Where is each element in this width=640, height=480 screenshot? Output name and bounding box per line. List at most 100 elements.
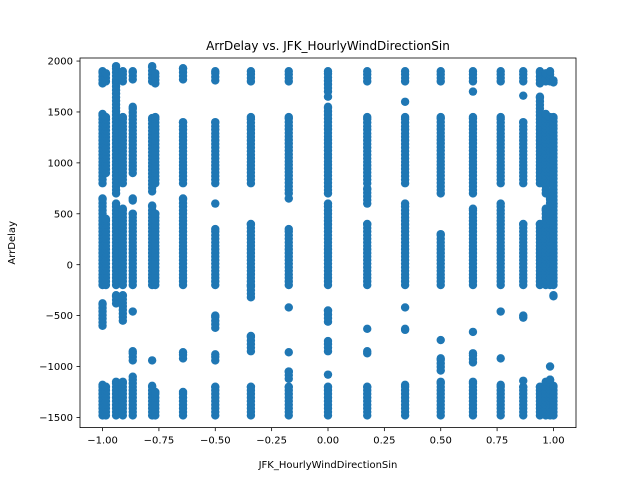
data-point	[519, 91, 528, 100]
data-point	[323, 102, 333, 112]
data-point	[549, 112, 558, 122]
data-point	[468, 87, 478, 96]
y-tick-label: −1500	[39, 413, 73, 424]
data-point	[211, 117, 220, 127]
x-tick-label: −0.75	[144, 436, 175, 447]
data-point	[178, 194, 188, 203]
data-point	[496, 67, 505, 76]
data-point	[468, 327, 478, 337]
data-point	[151, 209, 160, 218]
data-point	[284, 224, 293, 234]
x-tick-label: 0.75	[486, 436, 508, 447]
data-point	[519, 219, 528, 229]
data-point	[128, 347, 137, 356]
data-point	[363, 324, 372, 334]
data-point	[246, 219, 256, 229]
data-point	[211, 67, 220, 76]
data-point	[535, 92, 545, 101]
data-point	[436, 377, 445, 386]
data-point	[128, 307, 137, 316]
data-point	[549, 76, 558, 85]
data-point	[211, 382, 220, 392]
data-point	[128, 209, 137, 218]
y-tick-label: −1000	[39, 362, 73, 373]
x-axis-label: JFK_HourlyWindDirectionSin	[258, 460, 398, 471]
y-axis: −1500 −1000 −500 0 500 1000 1500 2000	[39, 57, 80, 424]
data-point	[284, 303, 293, 312]
data-point	[111, 61, 121, 71]
x-tick-label: 0.00	[317, 436, 339, 447]
data-point	[323, 306, 333, 315]
data-points	[98, 61, 558, 420]
data-point	[246, 112, 256, 122]
data-point	[151, 387, 160, 397]
data-point	[111, 199, 121, 208]
data-point	[101, 69, 111, 78]
data-point	[519, 376, 528, 385]
data-point	[436, 112, 445, 122]
data-point	[400, 324, 410, 334]
data-point	[128, 194, 137, 203]
data-point	[496, 112, 505, 122]
data-point	[545, 362, 555, 371]
x-axis: −1.00 −0.75 −0.50 −0.25 0.00 0.25 0.50 0.75 1.00	[87, 427, 565, 447]
data-point	[178, 63, 188, 73]
x-tick-label: −0.25	[256, 436, 287, 447]
data-point	[363, 347, 372, 356]
data-point	[400, 303, 410, 312]
data-point	[468, 112, 478, 122]
data-point	[549, 291, 558, 300]
data-point	[363, 67, 372, 76]
data-point	[400, 380, 410, 390]
y-tick-label: 2000	[48, 57, 73, 68]
data-point	[98, 194, 107, 203]
data-point	[128, 67, 137, 76]
data-point	[400, 67, 410, 76]
y-axis-label: ArrDelay	[7, 221, 18, 265]
data-point	[468, 67, 478, 76]
data-point	[128, 372, 137, 381]
data-point	[323, 336, 333, 346]
data-point	[151, 112, 160, 122]
data-point	[436, 354, 445, 363]
data-point	[519, 382, 528, 392]
data-point	[436, 229, 445, 239]
data-point	[101, 382, 111, 392]
data-point	[111, 377, 121, 386]
data-point	[101, 214, 111, 224]
data-point	[211, 224, 220, 234]
data-point	[211, 311, 220, 320]
data-point	[246, 331, 256, 341]
data-point	[211, 199, 220, 208]
data-point	[211, 350, 220, 359]
data-point	[284, 382, 293, 392]
data-point	[118, 112, 128, 122]
data-point	[178, 387, 188, 397]
x-tick-label: −1.00	[87, 436, 118, 447]
data-point	[147, 61, 157, 71]
data-point	[436, 67, 445, 76]
data-point	[519, 67, 528, 76]
data-point	[118, 67, 128, 76]
data-point	[284, 112, 293, 122]
data-point	[363, 382, 372, 392]
x-tick-label: 1.00	[542, 436, 564, 447]
data-point	[98, 299, 107, 308]
y-tick-label: 500	[54, 209, 73, 220]
data-point	[284, 67, 293, 76]
data-point	[363, 219, 372, 229]
data-point	[178, 348, 188, 357]
data-point	[323, 199, 333, 208]
data-point	[118, 377, 128, 386]
x-tick-label: 0.25	[373, 436, 395, 447]
y-tick-label: 1500	[48, 108, 73, 119]
data-point	[147, 201, 157, 210]
data-point	[496, 307, 505, 316]
data-point	[284, 367, 293, 376]
x-tick-label: 0.50	[430, 436, 452, 447]
data-point	[400, 97, 410, 106]
data-point	[468, 349, 478, 358]
data-point	[468, 204, 478, 213]
data-point	[519, 311, 528, 320]
